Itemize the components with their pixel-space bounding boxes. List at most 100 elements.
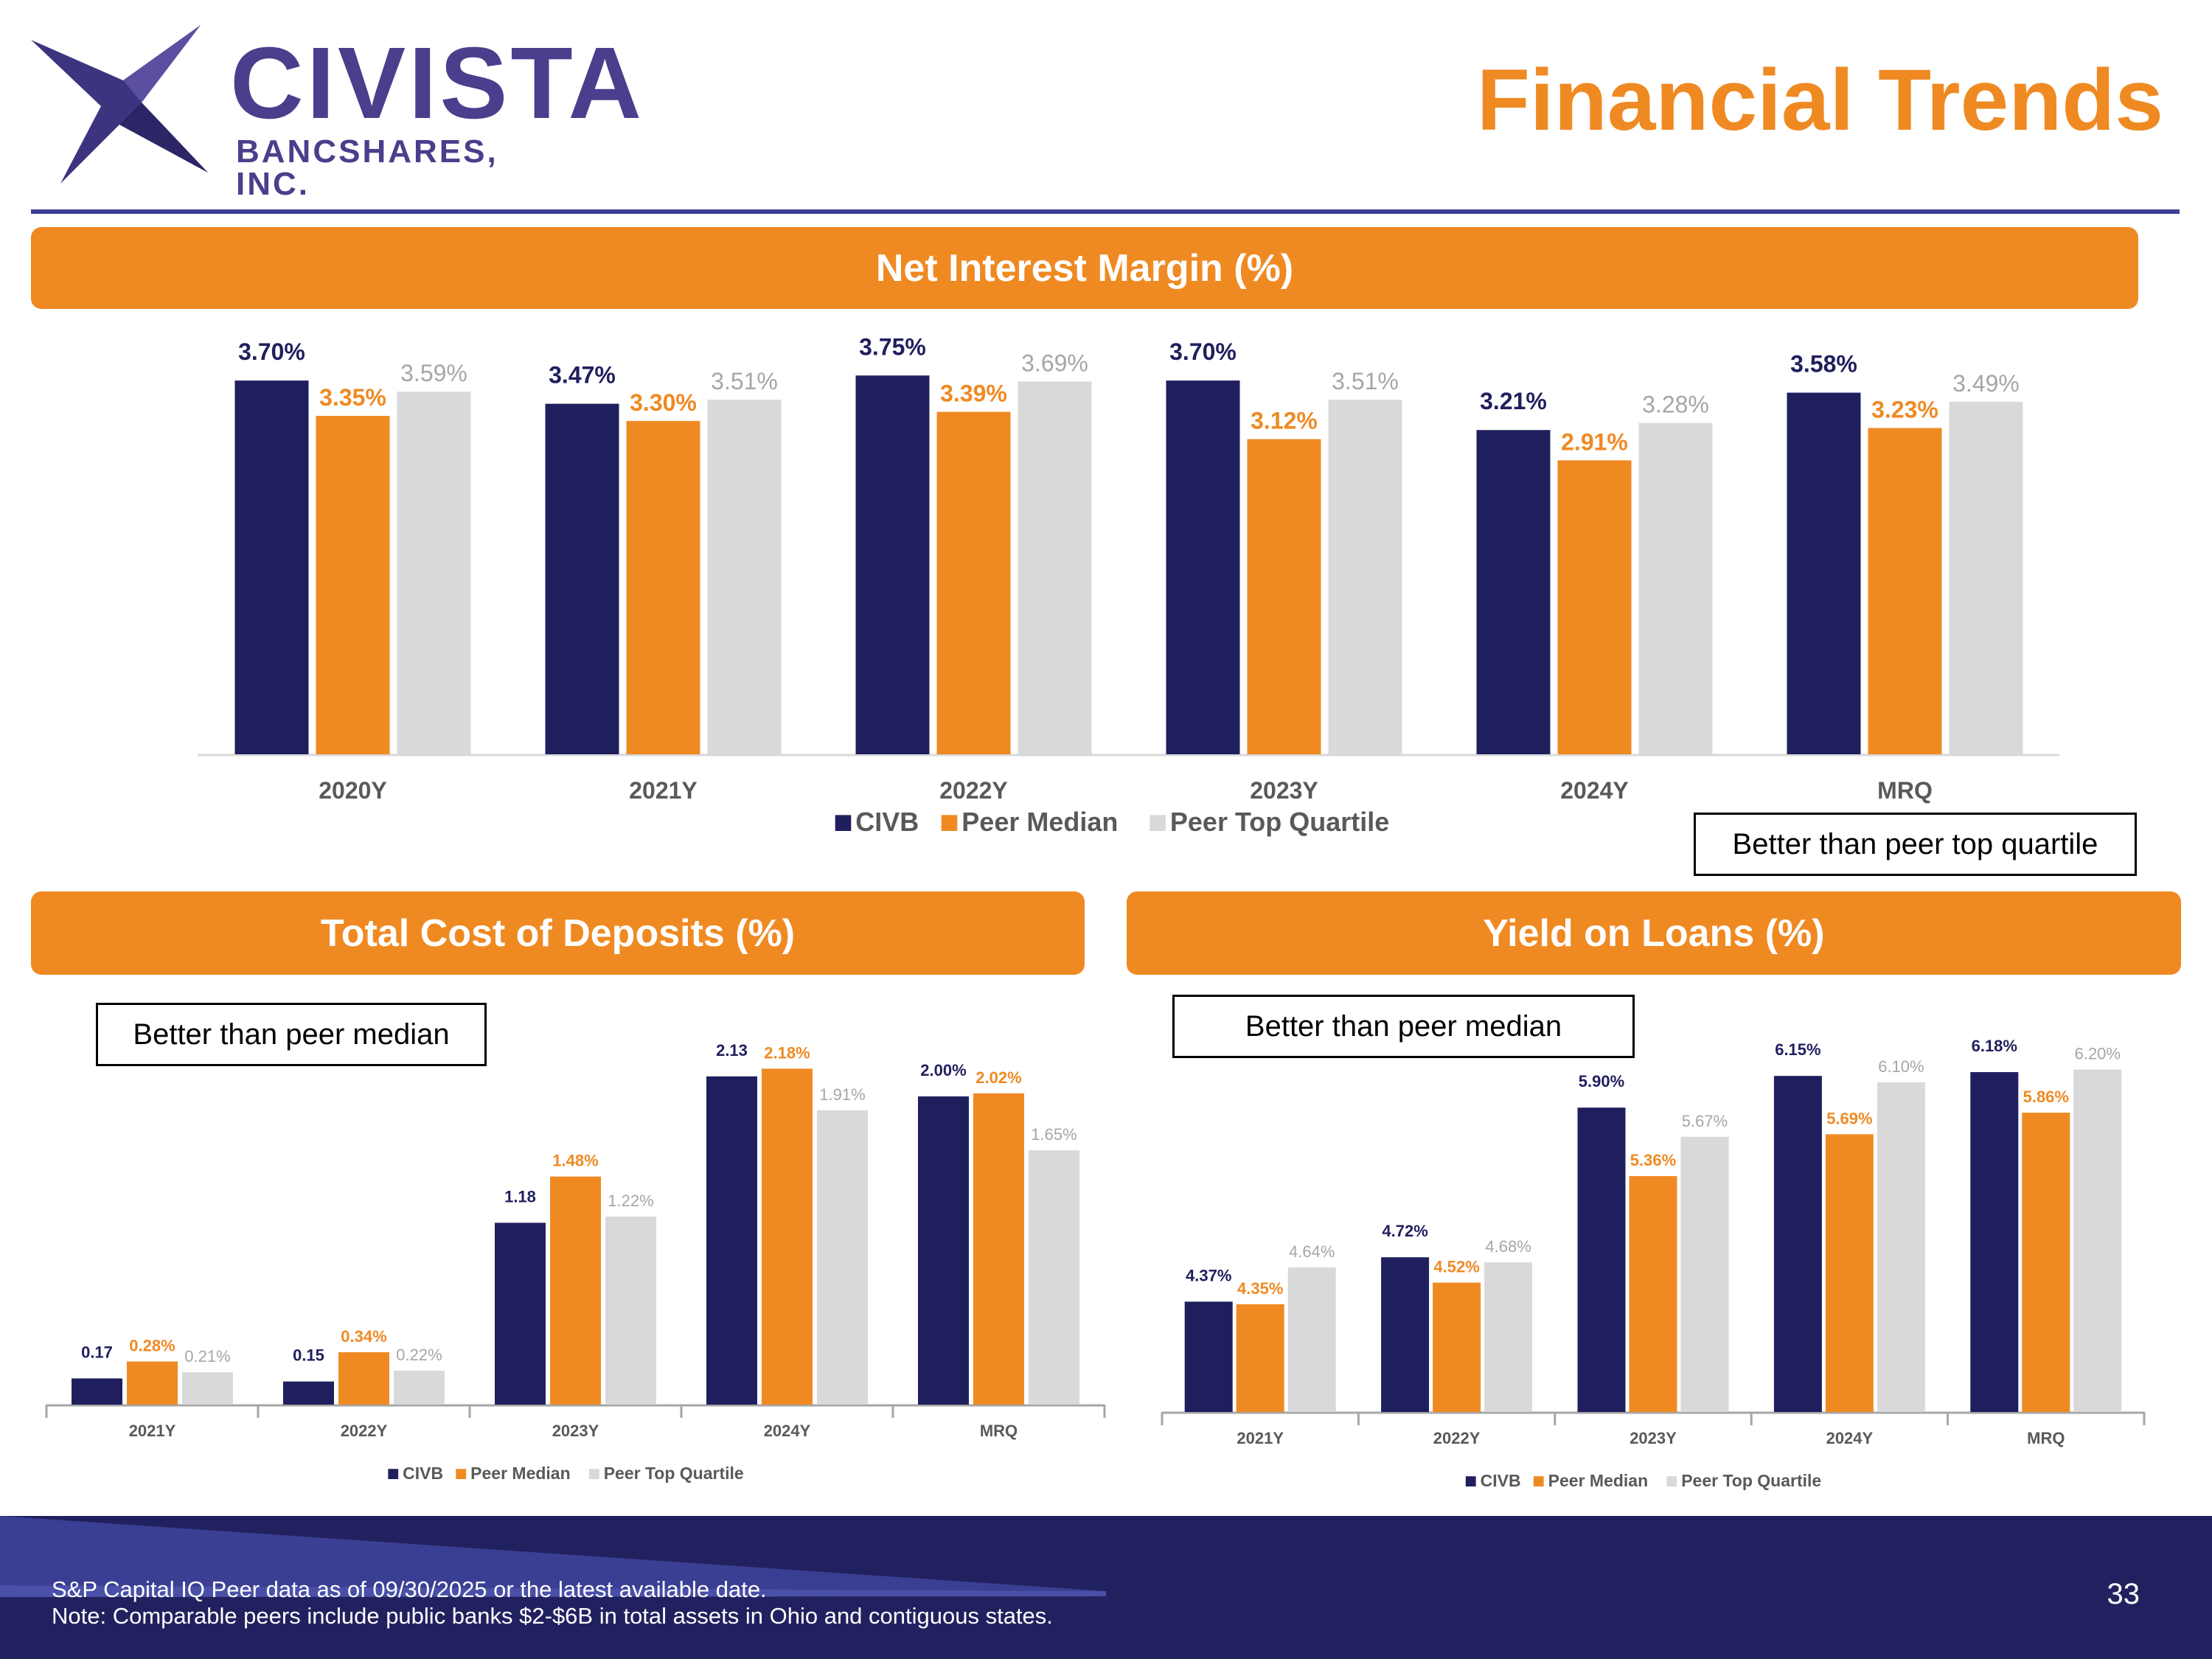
bar-civb	[72, 1378, 122, 1405]
data-label: 4.52%	[1433, 1258, 1479, 1276]
bar-peer-median	[1247, 439, 1321, 754]
bar-civb	[706, 1076, 757, 1405]
footer-note: Note: Comparable peers include public ba…	[52, 1603, 1053, 1629]
data-label: 0.28%	[129, 1336, 175, 1354]
legend-label: CIVB	[855, 807, 919, 837]
bar-peer-top-quartile	[397, 392, 471, 754]
bar-peer-median	[1629, 1176, 1677, 1412]
x-tick-label: 2023Y	[1630, 1429, 1677, 1447]
legend-swatch-civb	[835, 815, 852, 831]
bar-peer-median	[550, 1176, 601, 1405]
bar-peer-top-quartile	[1484, 1262, 1533, 1412]
data-label: 5.69%	[1826, 1109, 1872, 1127]
data-label: 3.70%	[1169, 338, 1237, 365]
x-tick-label: MRQ	[1877, 777, 1933, 804]
data-label: 3.28%	[1642, 392, 1709, 418]
yield-on-loans-banner: Yield on Loans (%)	[1127, 891, 2181, 975]
x-tick-label: MRQ	[2027, 1429, 2065, 1447]
legend-swatch-peer-median	[941, 815, 958, 831]
data-label: 6.15%	[1775, 1040, 1820, 1059]
legend-label: Peer Top Quartile	[1681, 1471, 1821, 1490]
legend-label: Peer Top Quartile	[604, 1464, 744, 1483]
legend-swatch-peer-top-quartile	[1666, 1476, 1677, 1486]
bar-peer-top-quartile	[605, 1217, 656, 1405]
bar-civb	[234, 380, 309, 754]
data-label: 4.68%	[1485, 1237, 1531, 1256]
page-title: Financial Trends	[1476, 52, 2163, 149]
data-label: 3.12%	[1251, 408, 1318, 434]
footer-source: S&P Capital IQ Peer data as of 09/30/202…	[52, 1576, 767, 1602]
legend-label: CIVB	[403, 1464, 443, 1483]
data-label: 3.58%	[1790, 351, 1857, 378]
data-label: 5.67%	[1682, 1112, 1728, 1130]
bar-peer-top-quartile	[1018, 381, 1092, 754]
data-label: 0.17	[81, 1343, 113, 1361]
bar-peer-median	[1868, 428, 1942, 754]
nim-banner: Net Interest Margin (%)	[31, 227, 2138, 309]
legend-label: Peer Median	[961, 807, 1118, 837]
data-label: 1.22%	[608, 1192, 653, 1210]
legend-swatch-peer-top-quartile	[588, 1469, 599, 1479]
bar-civb	[283, 1381, 334, 1405]
bar-peer-median	[1557, 460, 1632, 754]
logo-wordmark: CIVISTA	[230, 27, 645, 140]
bar-peer-top-quartile	[2073, 1069, 2122, 1412]
x-tick-label: 2021Y	[629, 777, 698, 804]
data-label: 1.91%	[819, 1085, 865, 1104]
bar-civb	[918, 1096, 969, 1405]
data-label: 6.20%	[2075, 1045, 2121, 1063]
legend-swatch-peer-top-quartile	[1150, 815, 1166, 831]
cost-of-deposits-banner: Total Cost of Deposits (%)	[31, 891, 1085, 975]
bar-civb	[1166, 380, 1240, 754]
bar-peer-top-quartile	[1328, 400, 1402, 754]
data-label: 5.36%	[1630, 1151, 1676, 1169]
bar-civb	[1773, 1076, 1822, 1412]
data-label: 6.10%	[1878, 1057, 1924, 1076]
bar-civb	[1476, 430, 1551, 754]
data-label: 1.48%	[552, 1152, 598, 1170]
data-label: 3.51%	[711, 368, 778, 394]
logo-subtitle: BANCSHARES, INC.	[236, 133, 498, 202]
legend-swatch-civb	[388, 1469, 399, 1479]
data-label: 5.90%	[1579, 1072, 1624, 1091]
nim-callout: Better than peer top quartile	[1694, 813, 2137, 876]
data-label: 4.35%	[1237, 1279, 1283, 1298]
civista-logo: CIVISTA BANCSHARES, INC.	[31, 25, 641, 201]
bar-civb	[1787, 392, 1861, 754]
x-tick-label: 2021Y	[1237, 1429, 1284, 1447]
legend-swatch-peer-median	[1533, 1476, 1544, 1486]
bar-peer-top-quartile	[1949, 401, 2023, 754]
bar-civb	[545, 403, 619, 754]
legend-label: Peer Top Quartile	[1170, 807, 1389, 837]
data-label: 3.23%	[1871, 396, 1938, 422]
bar-peer-top-quartile	[1029, 1150, 1079, 1405]
bar-civb	[1381, 1257, 1430, 1412]
bar-peer-median	[762, 1068, 813, 1405]
page-number: 33	[2107, 1578, 2140, 1610]
bar-peer-median	[936, 411, 1011, 754]
bar-peer-top-quartile	[817, 1110, 868, 1405]
data-label: 2.91%	[1561, 428, 1628, 455]
data-label: 3.35%	[319, 384, 386, 411]
data-label: 2.00%	[920, 1061, 966, 1079]
bar-peer-top-quartile	[394, 1371, 445, 1405]
bar-peer-median	[127, 1361, 178, 1405]
data-label: 3.59%	[400, 360, 467, 386]
bar-peer-top-quartile	[1877, 1082, 1925, 1412]
data-label: 3.49%	[1952, 370, 2020, 397]
bar-peer-top-quartile	[1680, 1136, 1729, 1412]
x-tick-label: 2024Y	[1826, 1429, 1874, 1447]
legend-swatch-peer-median	[456, 1469, 467, 1479]
legend-label: CIVB	[1481, 1471, 1521, 1490]
data-label: 5.86%	[2023, 1088, 2069, 1106]
bar-peer-median	[1825, 1134, 1874, 1412]
data-label: 2.13	[716, 1041, 748, 1060]
data-label: 0.15	[293, 1346, 324, 1365]
bar-peer-top-quartile	[182, 1372, 233, 1405]
bar-peer-top-quartile	[1638, 422, 1713, 754]
bar-civb	[855, 375, 930, 754]
bar-civb	[1970, 1072, 2019, 1412]
bar-peer-median	[626, 420, 700, 754]
